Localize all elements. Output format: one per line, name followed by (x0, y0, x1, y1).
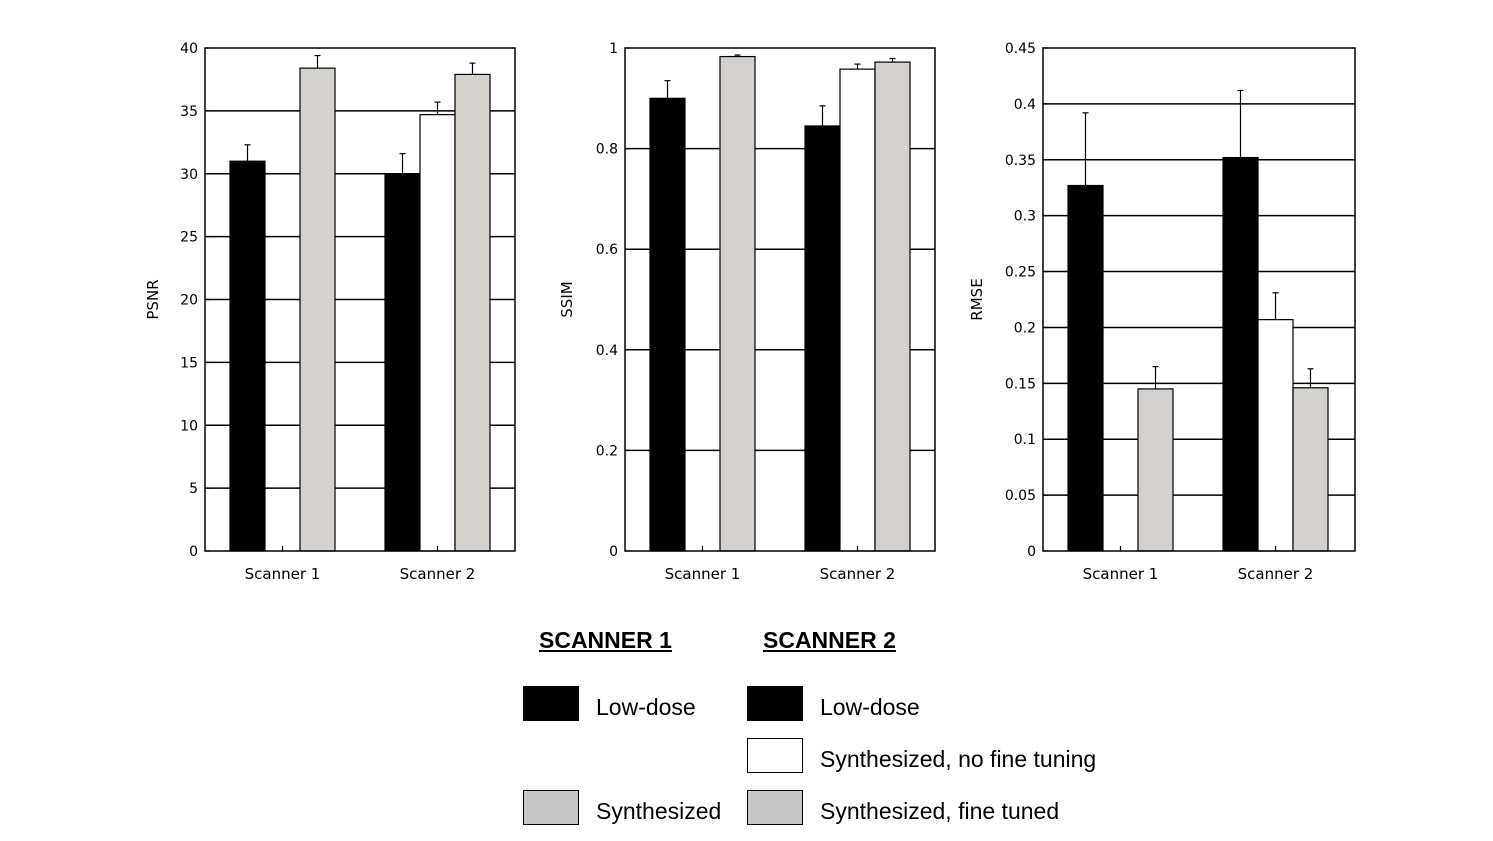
psnr-ytick-label: 40 (180, 41, 198, 57)
legend-swatch-scanner1-synthesized (523, 790, 579, 825)
rmse-bar-synthesized-1 (1137, 388, 1174, 552)
ssim-bar-synth-no-fine-tuning-2 (839, 68, 876, 552)
rmse-ytick-label: 0.2 (1014, 320, 1036, 336)
rmse-xtick-label: Scanner 2 (1238, 565, 1314, 583)
psnr-bar-low-dose-2 (384, 173, 421, 552)
rmse-ytick-label: 0.3 (1014, 209, 1036, 225)
psnr-bar-synthesized-2 (454, 73, 491, 552)
rmse-ytick-label: 0.25 (1005, 265, 1036, 281)
psnr-ytick-label: 20 (180, 293, 198, 309)
rmse-ytick-label: 0.15 (1005, 376, 1036, 392)
ssim-ytick-label: 0.4 (596, 343, 618, 359)
ssim-bar-synthesized-1 (719, 55, 756, 552)
legend-label-scanner1-low-dose: Low-dose (596, 694, 696, 720)
psnr-ytick-label: 25 (180, 230, 198, 246)
legend-label-scanner2-no-fine-tuning: Synthesized, no fine tuning (820, 746, 1097, 772)
rmse-bar-low-dose-1 (1067, 184, 1104, 552)
rmse-bar-synthesized-2 (1292, 387, 1329, 552)
psnr-bar-synth-no-fine-tuning-2 (419, 114, 456, 552)
legend-label-scanner1-synthesized: Synthesized (596, 798, 722, 824)
ssim-ytick-label: 0.6 (596, 242, 618, 258)
legend-swatch-scanner2-no-fine-tuning (747, 738, 803, 773)
ssim-xtick-label: Scanner 1 (665, 565, 741, 583)
rmse-ytick-label: 0.4 (1014, 97, 1036, 113)
ssim-bar-synthesized-2 (874, 61, 911, 552)
legend-heading-scanner1: SCANNER 1 (539, 627, 672, 653)
psnr-ylabel: PSNR (144, 279, 162, 319)
rmse-axes-frame (1042, 47, 1356, 552)
ssim-ytick-label: 0.8 (596, 142, 618, 158)
legend-label-scanner2-low-dose: Low-dose (820, 694, 920, 720)
ssim-ytick-label: 0.2 (596, 443, 618, 459)
ssim-bar-low-dose-2 (804, 125, 841, 552)
legend-swatch-scanner2-fine-tuned (747, 790, 803, 825)
legend-label-scanner2-fine-tuned: Synthesized, fine tuned (820, 798, 1060, 824)
rmse-ytick-label: 0.05 (1005, 488, 1036, 504)
rmse-ytick-label: 0.35 (1005, 153, 1036, 169)
psnr-bar-synthesized-1 (299, 67, 336, 552)
ssim-ytick-label: 0 (609, 544, 618, 560)
ssim-bar-low-dose-1 (649, 97, 686, 552)
rmse-xtick-label: Scanner 1 (1083, 565, 1159, 583)
rmse-bar-low-dose-2 (1222, 156, 1259, 552)
rmse-ytick-label: 0.1 (1014, 432, 1036, 448)
ssim-ylabel: SSIM (558, 281, 576, 317)
psnr-ytick-label: 30 (180, 167, 198, 183)
psnr-ytick-label: 0 (189, 544, 198, 560)
rmse-ytick-label: 0.45 (1005, 41, 1036, 57)
psnr-ytick-label: 15 (180, 355, 198, 371)
psnr-ytick-label: 35 (180, 104, 198, 120)
psnr-ytick-label: 5 (189, 481, 198, 497)
legend-swatch-scanner2-low-dose (747, 686, 803, 721)
legend-swatch-scanner1-low-dose (523, 686, 579, 721)
ssim-ytick-label: 1 (609, 41, 618, 57)
psnr-xtick-label: Scanner 2 (400, 565, 476, 583)
rmse-ytick-label: 0 (1027, 544, 1036, 560)
rmse-bar-synth-no-fine-tuning-2 (1257, 319, 1294, 552)
psnr-ytick-label: 10 (180, 418, 198, 434)
psnr-bar-low-dose-1 (229, 160, 266, 552)
rmse-ylabel: RMSE (968, 278, 986, 320)
psnr-xtick-label: Scanner 1 (245, 565, 321, 583)
legend-heading-scanner2: SCANNER 2 (763, 627, 896, 653)
ssim-axes-frame (624, 47, 936, 552)
ssim-xtick-label: Scanner 2 (820, 565, 896, 583)
